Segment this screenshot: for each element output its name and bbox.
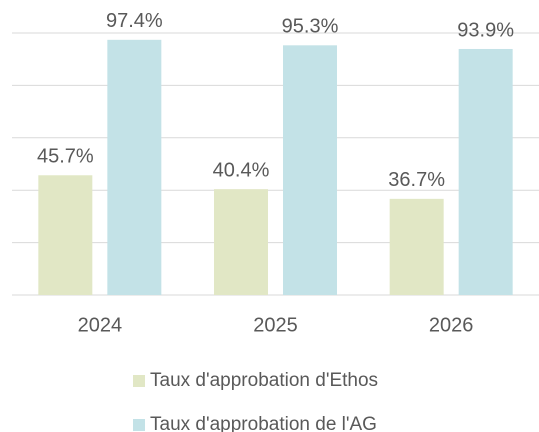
- value-label: 97.4%: [106, 10, 163, 32]
- x-tick-label: 2024: [78, 314, 123, 336]
- bar: [389, 198, 444, 295]
- legend-swatch: [133, 375, 145, 387]
- value-label: 45.7%: [37, 146, 94, 168]
- legend-label: Taux d'approbation d'Ethos: [150, 370, 378, 391]
- x-tick-label: 2025: [253, 314, 298, 336]
- x-tick-label: 2026: [429, 314, 474, 336]
- legend-label: Taux d'approbation de l'AG: [150, 414, 377, 432]
- bar: [458, 48, 513, 296]
- bar: [283, 45, 337, 296]
- value-label: 95.3%: [282, 16, 339, 38]
- bar: [38, 175, 93, 295]
- bar: [107, 39, 162, 296]
- value-label: 36.7%: [388, 169, 445, 191]
- value-label: 93.9%: [457, 19, 514, 41]
- legend-swatch: [133, 419, 145, 431]
- bar: [214, 189, 268, 295]
- value-label: 40.4%: [213, 159, 270, 181]
